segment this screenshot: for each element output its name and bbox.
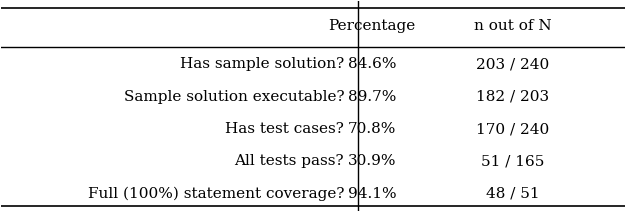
Text: Percentage: Percentage: [329, 20, 416, 33]
Text: 51 / 165: 51 / 165: [481, 155, 544, 169]
Text: n out of N: n out of N: [474, 20, 552, 33]
Text: 170 / 240: 170 / 240: [476, 122, 549, 136]
Text: Full (100%) statement coverage?: Full (100%) statement coverage?: [88, 187, 344, 201]
Text: Has sample solution?: Has sample solution?: [180, 57, 344, 71]
Text: 48 / 51: 48 / 51: [486, 187, 539, 201]
Text: 30.9%: 30.9%: [348, 155, 396, 169]
Text: Sample solution executable?: Sample solution executable?: [123, 90, 344, 104]
Text: 70.8%: 70.8%: [348, 122, 396, 136]
Text: All tests pass?: All tests pass?: [235, 155, 344, 169]
Text: 203 / 240: 203 / 240: [476, 57, 549, 71]
Text: 94.1%: 94.1%: [348, 187, 396, 201]
Text: Has test cases?: Has test cases?: [225, 122, 344, 136]
Text: 182 / 203: 182 / 203: [476, 90, 549, 104]
Text: 84.6%: 84.6%: [348, 57, 396, 71]
Text: 89.7%: 89.7%: [348, 90, 396, 104]
